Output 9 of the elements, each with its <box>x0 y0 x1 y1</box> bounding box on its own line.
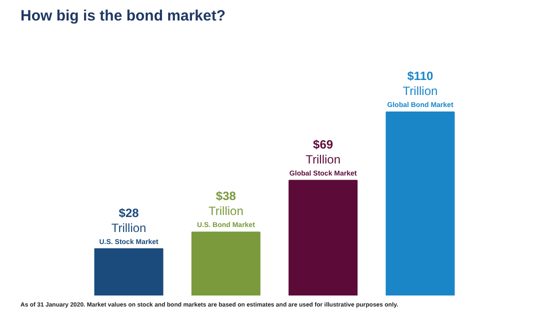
data-label: $110 Trillion <box>402 69 438 98</box>
data-label: $28 Trillion <box>111 206 146 235</box>
bar <box>94 248 164 296</box>
data-label: $69 Trillion <box>306 137 341 166</box>
chart-title: How big is the bond market? <box>20 8 226 24</box>
data-label: $38 Trillion <box>208 189 244 218</box>
bar <box>386 112 455 296</box>
bar <box>288 180 358 296</box>
bar <box>191 232 260 296</box>
